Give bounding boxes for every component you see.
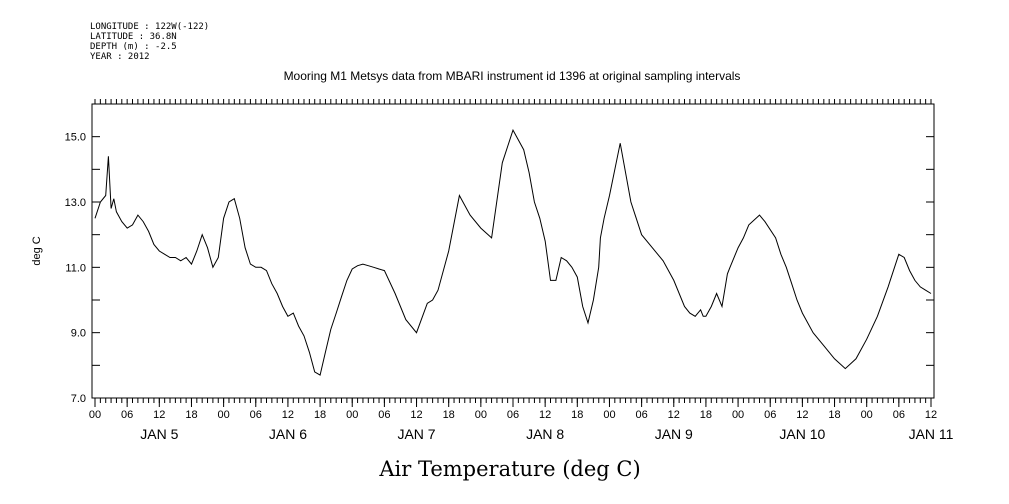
x-hour-label: 18: [443, 409, 455, 421]
x-hour-label: 06: [378, 409, 390, 421]
x-hour-label: 00: [732, 409, 744, 421]
x-hour-label: 00: [475, 409, 487, 421]
x-hour-label: 06: [635, 409, 647, 421]
depth-label: DEPTH (m) : -2.5: [90, 42, 177, 52]
x-day-label: JAN 8: [526, 426, 564, 442]
x-hour-label: 18: [571, 409, 583, 421]
plot-frame: [91, 103, 935, 399]
x-hour-label: 12: [282, 409, 294, 421]
x-hour-label: 00: [603, 409, 615, 421]
x-axis: 00 06 12 18 00 06 12 18 00 06 12 18 00 06 12 18 00 06 12 18…: [89, 398, 954, 442]
x-hour-label: 00: [346, 409, 358, 421]
x-hour-label: 06: [764, 409, 776, 421]
x-hour-label: 06: [121, 409, 133, 421]
latitude-label: LATITUDE : 36.8N: [90, 32, 177, 42]
x-hour-label: 12: [668, 409, 680, 421]
x-day-label: JAN 10: [779, 426, 825, 442]
series-layer: [94, 128, 932, 376]
longitude-label: LONGITUDE : 122W(-122): [90, 22, 210, 32]
x-hour-label: 06: [893, 409, 905, 421]
air-temperature-line: [94, 128, 932, 376]
x-hour-label: 18: [828, 409, 840, 421]
x-day-label: JAN 9: [655, 426, 693, 442]
x-day-label: JAN 11: [909, 426, 954, 442]
y-axis: 7.0 9.0 11.0 13.0 15.0: [65, 103, 934, 405]
x-hour-label: 18: [700, 409, 712, 421]
x-hour-label: 00: [89, 409, 101, 421]
x-hour-label: 12: [796, 409, 808, 421]
minor-ticks: [94, 99, 932, 403]
x-hour-label: 00: [861, 409, 873, 421]
y-tick-label: 7.0: [71, 393, 86, 405]
y-tick-label: 15.0: [65, 132, 86, 144]
y-tick-label: 13.0: [65, 197, 86, 209]
x-hour-label: 12: [925, 409, 937, 421]
x-hour-label: 06: [250, 409, 262, 421]
x-hour-label: 18: [185, 409, 197, 421]
y-tick-label: 11.0: [65, 262, 86, 274]
x-hour-label: 06: [507, 409, 519, 421]
y-axis-label: deg C: [31, 236, 43, 265]
x-hour-label: 18: [314, 409, 326, 421]
chart-title: Mooring M1 Metsys data from MBARI instru…: [284, 69, 741, 83]
x-day-label: JAN 7: [397, 426, 435, 442]
x-day-label: JAN 6: [269, 426, 307, 442]
y-tick-label: 9.0: [71, 328, 86, 340]
x-hour-label: 12: [410, 409, 422, 421]
year-label: YEAR : 2012: [90, 52, 150, 62]
x-hour-label: 12: [153, 409, 165, 421]
x-hour-label: 12: [539, 409, 551, 421]
x-hour-label: 00: [217, 409, 229, 421]
x-axis-label: Air Temperature (deg C): [378, 457, 640, 481]
x-day-label: JAN 5: [140, 426, 178, 442]
